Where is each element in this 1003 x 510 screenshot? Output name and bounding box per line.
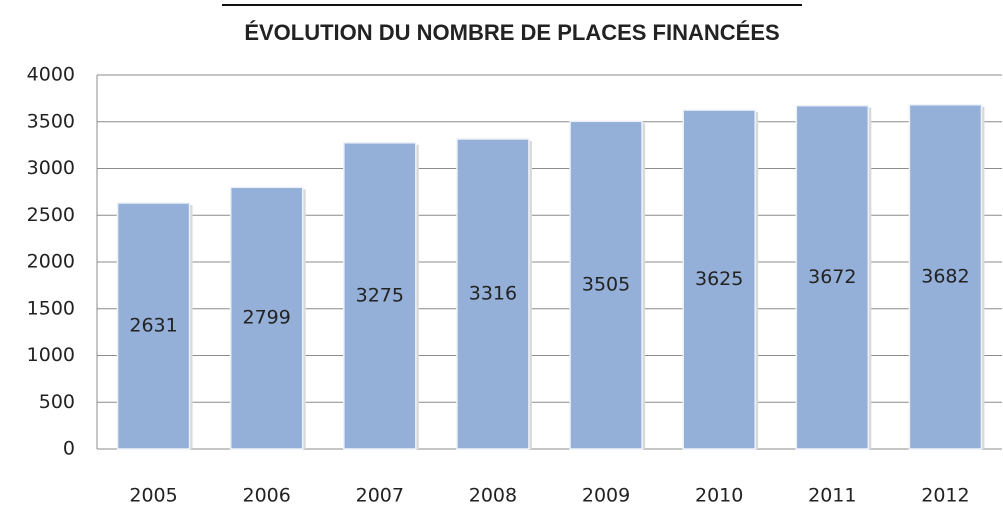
bar <box>908 103 983 450</box>
data-label: 3672 <box>808 266 856 288</box>
data-label: 2799 <box>243 307 291 329</box>
data-label: 3505 <box>582 274 630 296</box>
y-tick-label: 3500 <box>27 110 75 132</box>
data-label: 3275 <box>356 284 404 306</box>
bar <box>116 202 191 450</box>
chart-title: ÉVOLUTION DU NOMBRE DE PLACES FINANCÉES <box>244 20 779 45</box>
x-tick-label: 2008 <box>469 485 517 507</box>
data-label: 3625 <box>695 268 743 290</box>
bar <box>682 109 756 450</box>
y-tick-label: 2500 <box>27 204 75 226</box>
y-tick-label: 500 <box>39 391 75 413</box>
y-tick-label: 0 <box>63 438 75 460</box>
y-tick-label: 1000 <box>27 344 75 366</box>
x-tick-label: 2011 <box>808 485 856 507</box>
bar <box>229 186 304 450</box>
data-label: 2631 <box>129 315 177 337</box>
y-tick-label: 1500 <box>27 297 75 319</box>
bar <box>795 104 870 450</box>
bar <box>456 138 530 450</box>
data-label: 3682 <box>921 265 969 287</box>
x-tick-label: 2007 <box>356 485 404 507</box>
data-label: 3316 <box>469 282 517 304</box>
bar <box>569 120 643 450</box>
x-tick-label: 2009 <box>582 485 630 507</box>
y-tick-label: 2000 <box>27 251 75 273</box>
y-tick-label: 4000 <box>27 64 75 86</box>
y-tick-label: 3000 <box>27 157 75 179</box>
x-tick-label: 2010 <box>695 485 743 507</box>
x-tick-label: 2012 <box>921 485 969 507</box>
x-tick-label: 2006 <box>243 485 291 507</box>
x-tick-label: 2005 <box>129 485 177 507</box>
bar <box>343 142 417 450</box>
